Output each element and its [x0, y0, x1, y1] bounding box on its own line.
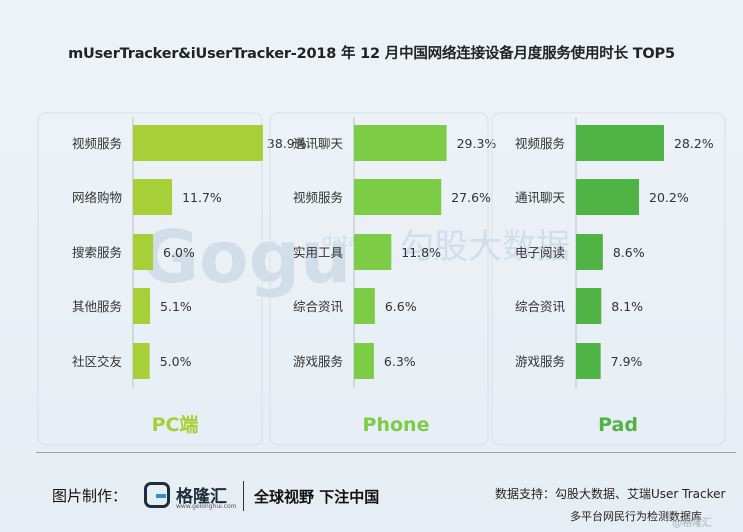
value-label: 20.2%: [649, 190, 689, 205]
value-label: 7.9%: [611, 354, 643, 369]
bar: [576, 288, 602, 324]
logo-name: 格隆汇: [176, 487, 227, 507]
value-label: 38.9%: [267, 136, 307, 151]
bar: [133, 288, 151, 324]
bar: [133, 125, 263, 161]
chart-panel-2: 视频服务 28.2% 通讯聊天 20.2% 电子阅读 8.6% 综合资讯 8.1% 游戏服务 7.…: [491, 112, 726, 446]
category-label: 视频服务: [293, 190, 343, 205]
logo-separator: [243, 481, 244, 511]
watermark-latin: Gogu: [140, 215, 351, 299]
value-label: 6.3%: [384, 354, 416, 369]
bar: [133, 179, 173, 215]
category-label: 游戏服务: [515, 354, 565, 369]
chart-panel-1: 通讯聊天 29.3% 视频服务 27.6% 实用工具 11.8% 综合资讯 6.6% 游戏服务 6…: [269, 112, 497, 446]
bar: [354, 179, 442, 215]
value-label: 28.2%: [674, 136, 714, 151]
panel-title: PC端: [152, 413, 199, 436]
value-label: 8.1%: [611, 299, 643, 314]
value-label: 6.0%: [163, 245, 195, 260]
category-label: 视频服务: [515, 136, 565, 151]
panel-title: Phone: [363, 414, 430, 436]
panel-frame: [491, 112, 726, 446]
category-label: 游戏服务: [293, 354, 343, 369]
watermark-cn: 勾股大数据: [400, 227, 570, 267]
bar: [576, 343, 601, 379]
category-label: 社区交友: [72, 354, 122, 369]
value-label: 11.7%: [182, 190, 222, 205]
value-label: 6.6%: [385, 299, 417, 314]
category-label: 电子阅读: [515, 245, 565, 260]
bar: [354, 234, 392, 270]
corner-watermark: @格隆汇: [672, 518, 712, 529]
logo-url: www.gelonghui.com: [176, 503, 237, 510]
page-title: mUserTracker&iUserTracker-2018 年 12 月中国网…: [68, 46, 675, 62]
watermark-data: data: [322, 231, 358, 250]
footer-source-database: 多平台网民行为检测数据库: [570, 510, 702, 523]
value-label: 11.8%: [401, 245, 441, 260]
footer-source: 数据支持：勾股大数据、艾瑞User Tracker: [495, 487, 726, 501]
panel-frame: [37, 112, 263, 446]
bar: [354, 288, 375, 324]
value-label: 29.3%: [457, 136, 497, 151]
category-label: 搜索服务: [72, 245, 122, 260]
chart-panel-0: 视频服务 38.9% 网络购物 11.7% 搜索服务 6.0% 其他服务 5.1% 社区交友 5.…: [37, 112, 307, 446]
footer-divider: [36, 452, 736, 453]
category-label: 其他服务: [72, 299, 122, 314]
bar: [133, 234, 154, 270]
footer-slogan: 全球视野 下注中国: [254, 488, 380, 506]
category-label: 综合资讯: [515, 299, 566, 314]
value-label: 27.6%: [451, 190, 491, 205]
category-label: 视频服务: [72, 136, 122, 151]
footer-made-by: 图片制作：: [52, 487, 128, 505]
bar: [354, 125, 447, 161]
logo-g-icon: [144, 482, 170, 508]
panel-frame: [269, 112, 489, 446]
category-label: 实用工具: [293, 245, 344, 260]
category-label: 通讯聊天: [293, 136, 344, 151]
value-label: 5.1%: [160, 299, 192, 314]
gelonghui-logo: 格隆汇 www.gelonghui.com: [144, 480, 244, 512]
panel-title: Pad: [598, 414, 638, 436]
category-label: 网络购物: [72, 190, 122, 205]
category-label: 综合资讯: [293, 299, 344, 314]
value-label: 8.6%: [613, 245, 645, 260]
bar: [354, 343, 374, 379]
bar: [576, 125, 664, 161]
bar: [576, 179, 640, 215]
value-label: 5.0%: [160, 354, 192, 369]
category-label: 通讯聊天: [515, 190, 566, 205]
watermark: Gogu data 勾股大数据: [140, 215, 570, 299]
bar: [576, 234, 603, 270]
bar: [133, 343, 150, 379]
